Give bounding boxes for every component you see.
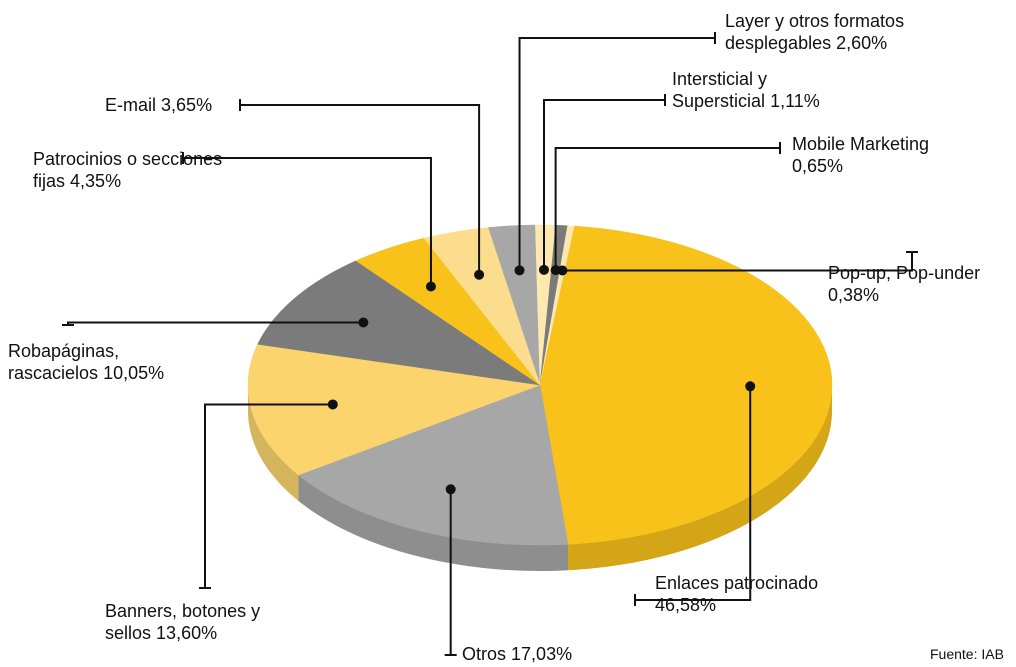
value-label: 13,60% [156,623,218,643]
leader-dot [557,265,568,276]
value-label: 10,05% [103,363,165,383]
category-name: Patrocinios o secciones fijas [33,149,223,191]
value-label: 0,65% [792,156,844,176]
leader-line [635,386,752,601]
leader-line [554,147,780,271]
slice-label: Mobile Marketing 0,65% [792,133,977,177]
slice-side [568,385,832,571]
leader-line [543,99,665,270]
category-name: E-mail [105,95,157,115]
category-name: Otros [462,644,507,664]
value-label: 3,65% [161,95,213,115]
category-name: Robapáginas, rascacielos [8,341,120,383]
value-label: 17,03% [511,644,573,664]
slice-label: Pop-up, Pop-under 0,38% [828,262,1013,306]
slice-label: Intersticial y Supersticial 1,11% [672,68,857,112]
leader-dot [474,269,485,280]
value-label: 4,35% [70,171,122,191]
slice-label: Robapáginas, rascacielos 10,05% [8,340,198,384]
slice-label: Otros 17,03% [462,643,662,665]
value-label: 0,38% [828,285,880,305]
slice [539,225,833,545]
slice [298,384,569,546]
leader-line [183,157,432,287]
leader-line [562,252,913,272]
slice-label: Patrocinios o secciones fijas 4,35% [33,148,238,192]
value-label: 46,58% [655,595,717,615]
category-name: Layer y otros formatos desplegables [725,11,905,53]
category-name: Mobile Marketing [792,134,930,154]
slice-label: Enlaces patrocinado 46,58% [655,572,845,616]
slice-side [248,385,299,501]
slice [355,237,541,386]
slice [257,260,541,386]
leader-dot [358,317,369,328]
leader-dot [445,484,456,495]
slice-side [298,474,569,571]
category-name: Intersticial y Supersticial [672,69,768,111]
value-label: 2,60% [836,33,888,53]
leader-line [240,104,481,275]
value-label: 1,11% [770,91,820,111]
slice-label: Banners, botones y sellos 13,60% [105,600,280,644]
leader-dot [745,381,756,392]
leader-line [518,37,715,271]
slice-label: Layer y otros formatos desplegables 2,60… [725,10,960,54]
leader-dot [425,281,436,292]
category-name: Banners, botones y sellos [105,601,261,643]
leader-line [204,403,333,588]
source-note: Fuente: IAB [930,646,1004,662]
leader-dot [539,264,550,275]
category-name: Enlaces patrocinado [655,573,819,593]
leader-dot [514,265,525,276]
leader-dot [327,399,338,410]
slice [247,343,541,476]
slice-label: E-mail 3,65% [105,94,305,116]
category-name: Pop-up, Pop-under [828,263,981,283]
